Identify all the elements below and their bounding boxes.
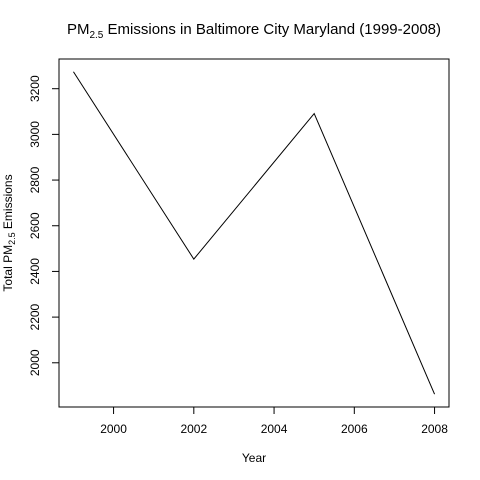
plot-frame xyxy=(58,58,450,408)
y-tick-label: 2400 xyxy=(28,258,42,285)
y-tick-label: 3200 xyxy=(28,75,42,102)
y-tick-label: 2600 xyxy=(28,212,42,239)
series-layer xyxy=(73,71,436,395)
x-tick-label: 2002 xyxy=(180,422,207,436)
chart-title-subscript: 2.5 xyxy=(89,30,103,41)
x-axis-label: Year xyxy=(242,451,266,465)
y-axis-label-subscript: 2.5 xyxy=(7,232,17,245)
x-tick-label: 2008 xyxy=(421,422,448,436)
y-axis-label: Total PM2.5 Emissions xyxy=(1,174,17,291)
y-tick-label: 2800 xyxy=(28,166,42,193)
x-tick-label: 2006 xyxy=(341,422,368,436)
series-line xyxy=(73,71,436,395)
y-tick-label: 3000 xyxy=(28,121,42,148)
y-axis: 2000 2200 2400 2600 2800 3000 3200 xyxy=(28,75,60,376)
x-tick-label: 2000 xyxy=(100,422,127,436)
chart-title: PM2.5 Emissions in Baltimore City Maryla… xyxy=(67,21,441,41)
y-tick-label: 2000 xyxy=(28,349,42,376)
y-tick-label: 2200 xyxy=(28,303,42,330)
x-axis: 2000 2002 2004 2006 2008 xyxy=(100,406,448,436)
x-tick-label: 2004 xyxy=(261,422,288,436)
